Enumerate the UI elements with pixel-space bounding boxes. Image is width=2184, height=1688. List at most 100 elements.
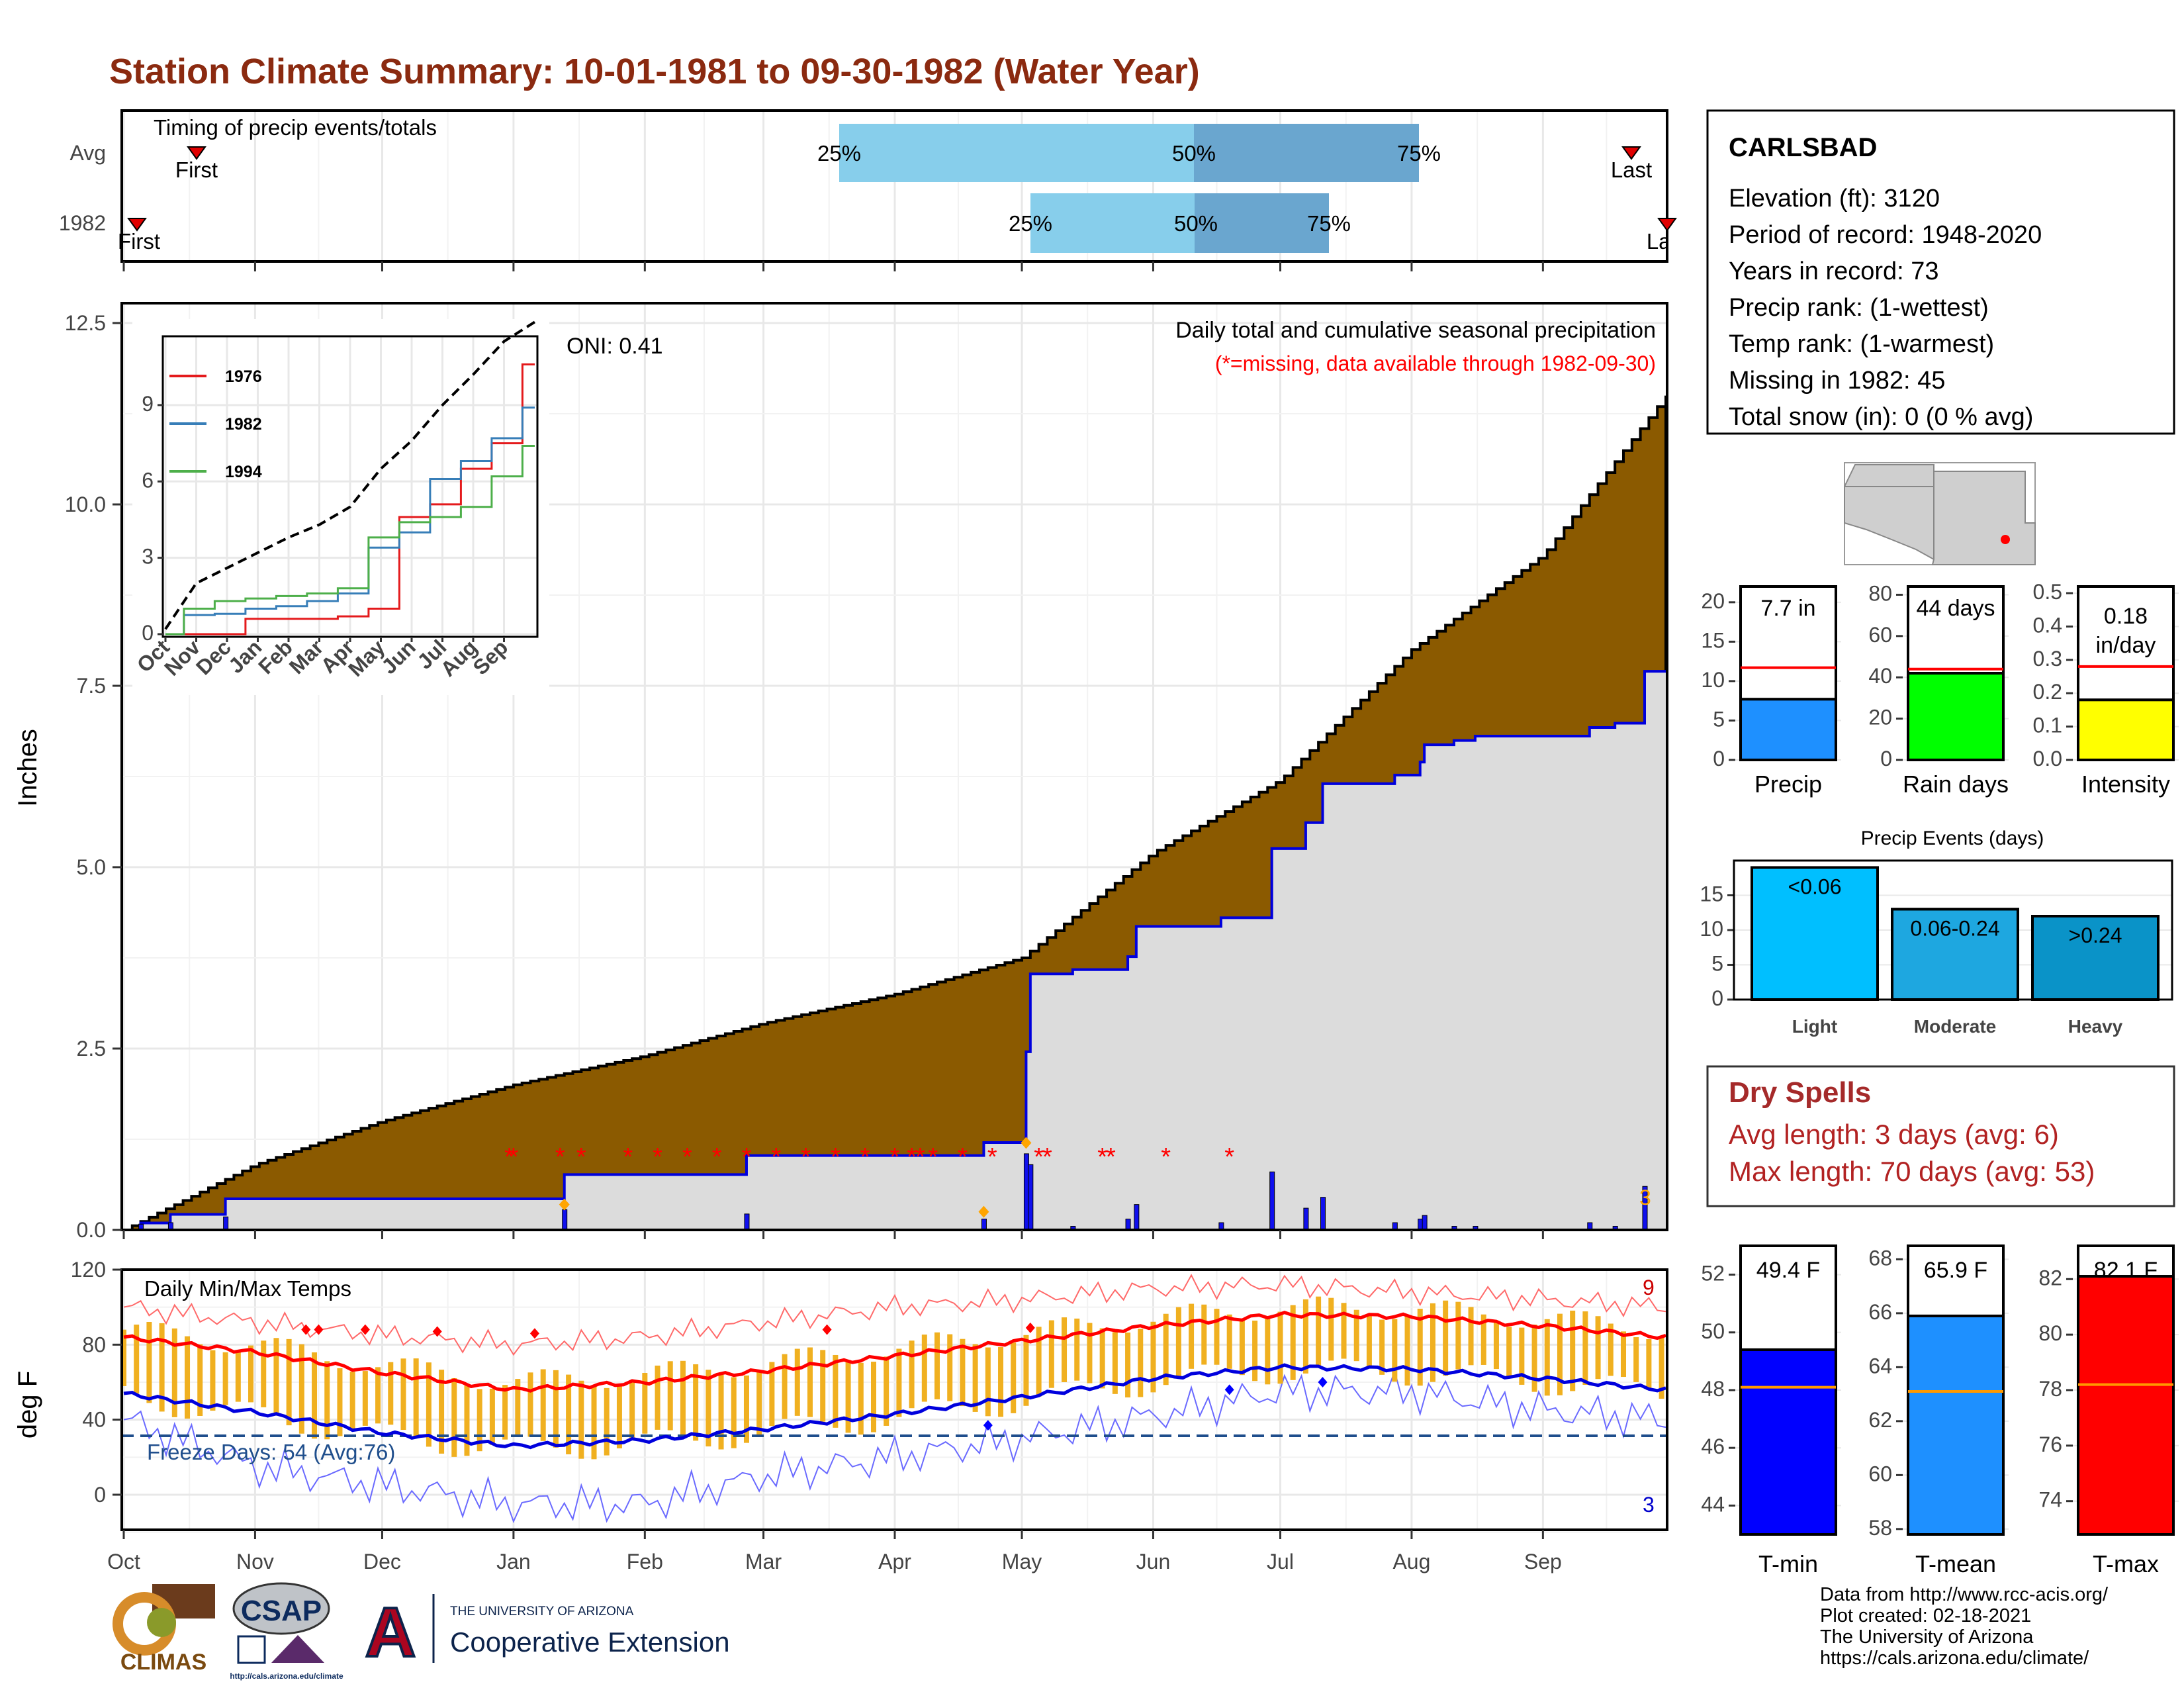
year-25-50-bar — [1030, 193, 1195, 253]
mini-value-bar — [1907, 672, 2005, 761]
avg-p75-label: 75% — [1397, 141, 1441, 165]
daily-temp-range-bar — [489, 1388, 495, 1445]
daily-temp-range-bar — [273, 1338, 279, 1416]
missing-marker: * — [712, 1143, 722, 1171]
station-name: CARLSBAD — [1729, 133, 1877, 162]
station-info-line: Missing in 1982: 45 — [1729, 367, 1945, 395]
csap-grid-icon — [237, 1635, 266, 1664]
record-high-marker — [1025, 1322, 1035, 1333]
daily-temp-range-bar — [1163, 1313, 1169, 1385]
mini-empty-bar — [1739, 585, 1837, 701]
intensity-summary-chart: 0.0 0.1 0.2 0.3 0.4 0.5 0.18 in/day Intensity — [2033, 580, 2179, 798]
climas-logo-text: CLIMAS — [120, 1650, 206, 1675]
daily-temp-range-bar — [1011, 1342, 1017, 1413]
tmin-summary-chart: 44 46 48 50 52 49.4 F T-min — [1701, 1244, 1841, 1577]
daily-temp-range-bar — [909, 1340, 915, 1409]
missing-marker: * — [576, 1143, 586, 1171]
mini-y-tick-label: 40 — [1868, 664, 1892, 688]
mini-value-bar — [1907, 1314, 2005, 1536]
daily-temp-range-bar — [1493, 1321, 1499, 1370]
daily-temp-range-bar — [1074, 1318, 1080, 1381]
daily-temp-range-bar — [1277, 1311, 1283, 1384]
dry-spells-max: Max length: 70 days (avg: 53) — [1729, 1156, 2095, 1187]
avg-max-line — [123, 1311, 1666, 1393]
mini-bar-label: T-min — [1758, 1550, 1818, 1577]
daily-temp-range-bar — [1290, 1305, 1296, 1380]
missing-marker: * — [742, 1143, 752, 1171]
credit-line: Plot created: 02-18-2021 — [1820, 1605, 2031, 1626]
freeze-days-label: Freeze Days: 54 (Avg:76) — [147, 1440, 395, 1464]
x-tick-label: Mar — [745, 1550, 782, 1573]
daily-temp-range-bar — [921, 1335, 927, 1402]
daily-temp-range-bar — [1404, 1315, 1410, 1386]
daily-temp-range-bar — [235, 1350, 241, 1402]
inset-legend-label: 1982 — [225, 415, 262, 434]
avg-first-marker-icon — [187, 146, 206, 160]
y-tick-label: 0 — [94, 1483, 106, 1507]
daily-temp-range-bar — [1112, 1332, 1118, 1394]
daily-temp-range-bar — [261, 1340, 267, 1407]
daily-temp-range-bar — [477, 1389, 482, 1452]
missing-marker: * — [890, 1143, 900, 1171]
inset-line-1994 — [165, 444, 535, 635]
daily-temp-range-bar — [604, 1387, 610, 1456]
record-high-marker — [432, 1326, 442, 1337]
station-info-line: Temp rank: (1-warmest) — [1729, 330, 1994, 358]
daily-temp-range-bar — [1150, 1321, 1156, 1393]
mini-value-bar — [1739, 1348, 1837, 1536]
daily-temp-range-bar — [248, 1345, 254, 1403]
x-tick-label: Dec — [363, 1550, 401, 1573]
missing-marker: * — [653, 1143, 662, 1171]
daily-temp-range-bar — [515, 1379, 521, 1437]
events-bar — [1891, 908, 2019, 1001]
daily-temp-range-bar — [1048, 1320, 1054, 1388]
csap-cloud — [232, 1582, 330, 1635]
mini-y-tick-label: 48 — [1701, 1377, 1725, 1401]
mini-y-tick-label: 74 — [2038, 1488, 2062, 1512]
climas-logo-sun — [147, 1608, 176, 1637]
year-last-clip: Last — [1647, 229, 1667, 254]
events-y-tick-label: 15 — [1700, 882, 1723, 906]
year-first-label: First — [118, 229, 160, 254]
x-tick-label: Nov — [236, 1550, 274, 1573]
daily-temp-range-bar — [769, 1362, 775, 1427]
mini-bar-label: T-mean — [1915, 1550, 1996, 1577]
daily-temp-range-bar — [845, 1360, 851, 1433]
mini-y-tick-label: 80 — [2038, 1321, 2062, 1345]
x-tick-label: Jan — [496, 1550, 531, 1573]
daily-temp-range-bar — [222, 1352, 228, 1405]
year-p50-label: 50% — [1174, 211, 1218, 236]
avg-50-75-bar — [1194, 124, 1419, 182]
daily-precip-bar — [1303, 1207, 1309, 1231]
record-high-marker — [822, 1324, 832, 1335]
y-tick-label: 120 — [71, 1258, 106, 1282]
daily-temp-range-bar — [1646, 1339, 1652, 1391]
daily-temp-range-bar — [578, 1380, 584, 1459]
daily-temp-range-bar — [896, 1348, 902, 1417]
daily-temp-range-bar — [1252, 1321, 1258, 1382]
daily-temp-range-bar — [629, 1380, 635, 1440]
daily-temp-range-bar — [426, 1362, 432, 1447]
record-high-count: 9 — [1643, 1276, 1655, 1299]
mini-value-label: 44 days — [1916, 596, 1995, 621]
mini-y-tick-label: 50 — [1701, 1319, 1725, 1343]
daily-temp-range-bar — [705, 1370, 711, 1447]
daily-temp-range-bar — [972, 1344, 978, 1412]
avg-p50-label: 50% — [1172, 141, 1216, 165]
daily-temp-range-bar — [1328, 1297, 1334, 1361]
year-p25-label: 25% — [1009, 211, 1052, 236]
mini-y-tick-label: 0.1 — [2033, 714, 2062, 737]
inset-y-tick-label: 9 — [142, 392, 154, 416]
station-box-frame — [1706, 109, 2175, 435]
daily-temp-range-bar — [324, 1361, 330, 1440]
missing-marker: * — [801, 1143, 811, 1171]
avg-25-50-bar — [839, 124, 1194, 182]
mini-y-tick-label: 0 — [1713, 747, 1725, 771]
mini-empty-bar — [1907, 585, 2005, 675]
mini-value-label: 7.7 in — [1760, 596, 1815, 621]
missing-marker: * — [1097, 1143, 1107, 1171]
daily-temp-range-bar — [1226, 1314, 1232, 1369]
y-tick-label: 40 — [82, 1408, 106, 1432]
daily-temp-range-bar — [1214, 1309, 1220, 1365]
